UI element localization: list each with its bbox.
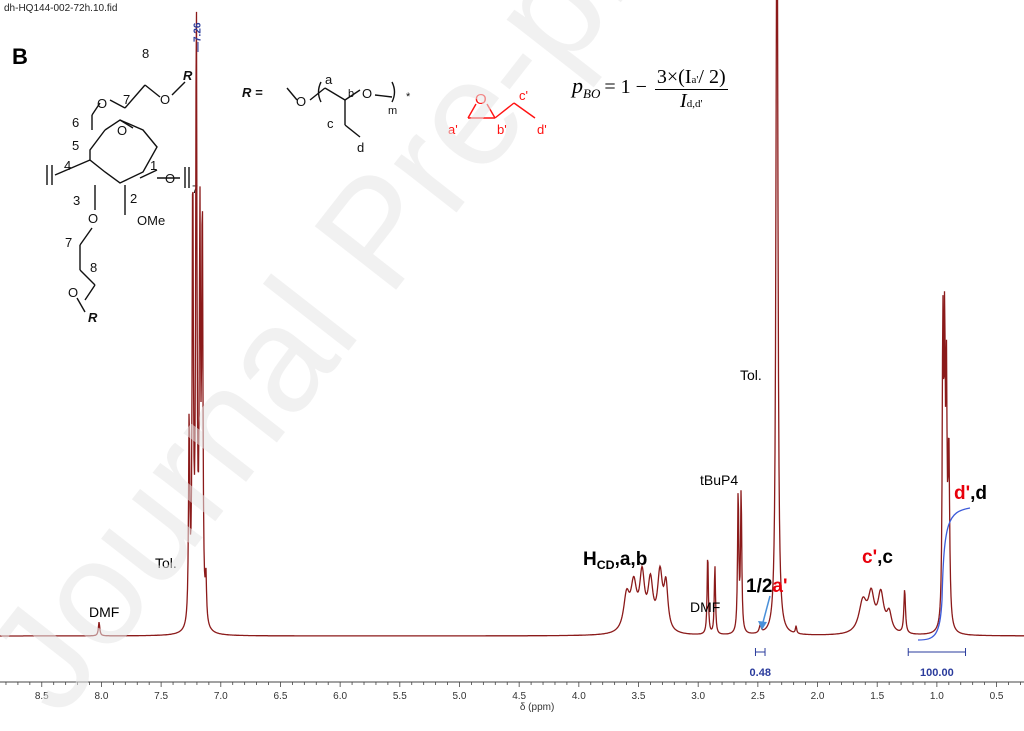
x-tick-label: 3.0 <box>691 691 705 702</box>
annotation-dmf: DMF <box>89 604 119 620</box>
oxygen-label: O <box>160 92 170 107</box>
atom-number: 5 <box>72 138 79 153</box>
annotation-toluene: Tol. <box>740 367 762 383</box>
atom-number: 7 <box>65 235 72 250</box>
oxygen-label: O <box>165 171 175 186</box>
x-tick-label: 1.0 <box>930 691 944 702</box>
atom-label-d-prime: d' <box>537 122 547 137</box>
x-tick-label: 0.5 <box>990 691 1004 702</box>
x-tick-label: 8.0 <box>94 691 108 702</box>
atom-label-b: b <box>348 88 354 100</box>
x-tick-label: 4.0 <box>572 691 586 702</box>
repeat-subscript: 7 <box>192 184 198 196</box>
spectrum-line <box>0 0 1024 637</box>
annotation-toluene: Tol. <box>155 555 177 571</box>
oxygen-label: O <box>117 123 127 138</box>
x-tick-label: 2.5 <box>751 691 765 702</box>
panel-label: B <box>12 44 28 69</box>
spectrum-plot: 8.5 8.0 7.5 7.0 6.5 6.0 5.5 5.0 4.5 4.0 3.5 3.0 2.5 2… <box>0 0 1024 713</box>
formula-denominator-sub: d,d' <box>686 98 703 110</box>
x-tick-label: 6.5 <box>274 691 288 702</box>
formula: pBO = 1 − 3×(Ia'/ 2) Id,d' <box>572 66 728 113</box>
ome-label: OMe <box>137 213 165 228</box>
formula-numerator: 3×(I <box>656 66 692 88</box>
chemical-structure: O O O O O O R R 7 OMe 8 7 6 5 4 1 2 3 7 … <box>46 46 547 325</box>
atom-number: 7 <box>123 92 130 107</box>
formula-lhs-sub: BO <box>583 86 601 102</box>
oxygen-label: O <box>68 285 78 300</box>
formula-denominator: I <box>680 90 687 112</box>
epoxide-oxygen: O <box>475 91 487 108</box>
oxygen-label: O <box>88 211 98 226</box>
r-definition: R = <box>242 85 263 100</box>
r-group-label: R <box>88 310 98 325</box>
x-tick-label: 7.0 <box>214 691 228 702</box>
x-tick-label: 5.0 <box>453 691 467 702</box>
atom-label-c-prime: c' <box>519 88 528 103</box>
x-tick-label: 5.5 <box>393 691 407 702</box>
annotation-hcd-ab: HCD,a,b <box>583 549 647 572</box>
formula-numerator-tail: / 2) <box>698 66 726 88</box>
x-tick-label: 3.5 <box>632 691 646 702</box>
annotation-tbup4: tBuP4 <box>700 472 738 488</box>
annotation-d-prime-d: d',d <box>954 483 987 504</box>
end-group-star: * <box>406 91 411 103</box>
atom-number: 3 <box>73 193 80 208</box>
x-tick-label: 2.0 <box>811 691 825 702</box>
oxygen-label: O <box>362 86 372 101</box>
oxygen-label: O <box>296 94 306 109</box>
x-tick-label: 7.5 <box>154 691 168 702</box>
annotation-dmf: DMF <box>690 599 720 615</box>
atom-label-a-prime: a' <box>448 122 458 137</box>
x-tick-label: 6.0 <box>333 691 347 702</box>
atom-number: 6 <box>72 115 79 130</box>
integral-value: 0.48 <box>750 667 771 679</box>
annotation-c-prime-c: c',c <box>862 547 893 568</box>
annotation-arrow <box>761 595 771 627</box>
formula-numerator-sub: a' <box>691 74 699 86</box>
oxygen-label: O <box>97 96 107 111</box>
repeat-subscript: m <box>388 105 397 117</box>
r-group-label: R <box>183 68 193 83</box>
x-tick-label: 8.5 <box>35 691 49 702</box>
integral-curve <box>917 507 971 641</box>
annotation-arrowhead <box>758 621 767 630</box>
formula-equals: = 1 − <box>604 76 647 99</box>
atom-number: 2 <box>130 191 137 206</box>
atom-label-d: d <box>357 140 364 155</box>
annotation-half-a-prime: 1/2a' <box>746 576 788 597</box>
atom-label-a: a <box>325 72 333 87</box>
atom-number: 1 <box>150 158 157 173</box>
atom-label-c: c <box>327 116 334 131</box>
formula-lhs: p <box>572 73 583 99</box>
integral-value: 100.00 <box>920 667 954 679</box>
atom-label-b-prime: b' <box>497 122 507 137</box>
x-tick-label: 1.5 <box>870 691 884 702</box>
x-tick-label: 4.5 <box>512 691 526 702</box>
file-name: dh-HQ144-002-72h.10.fid <box>4 3 118 14</box>
peak-value-label: —7.26 <box>192 22 203 52</box>
atom-number: 8 <box>90 260 97 275</box>
x-axis-label: δ (ppm) <box>520 702 554 713</box>
atom-number: 8 <box>142 46 149 61</box>
atom-number: 4 <box>64 158 71 173</box>
